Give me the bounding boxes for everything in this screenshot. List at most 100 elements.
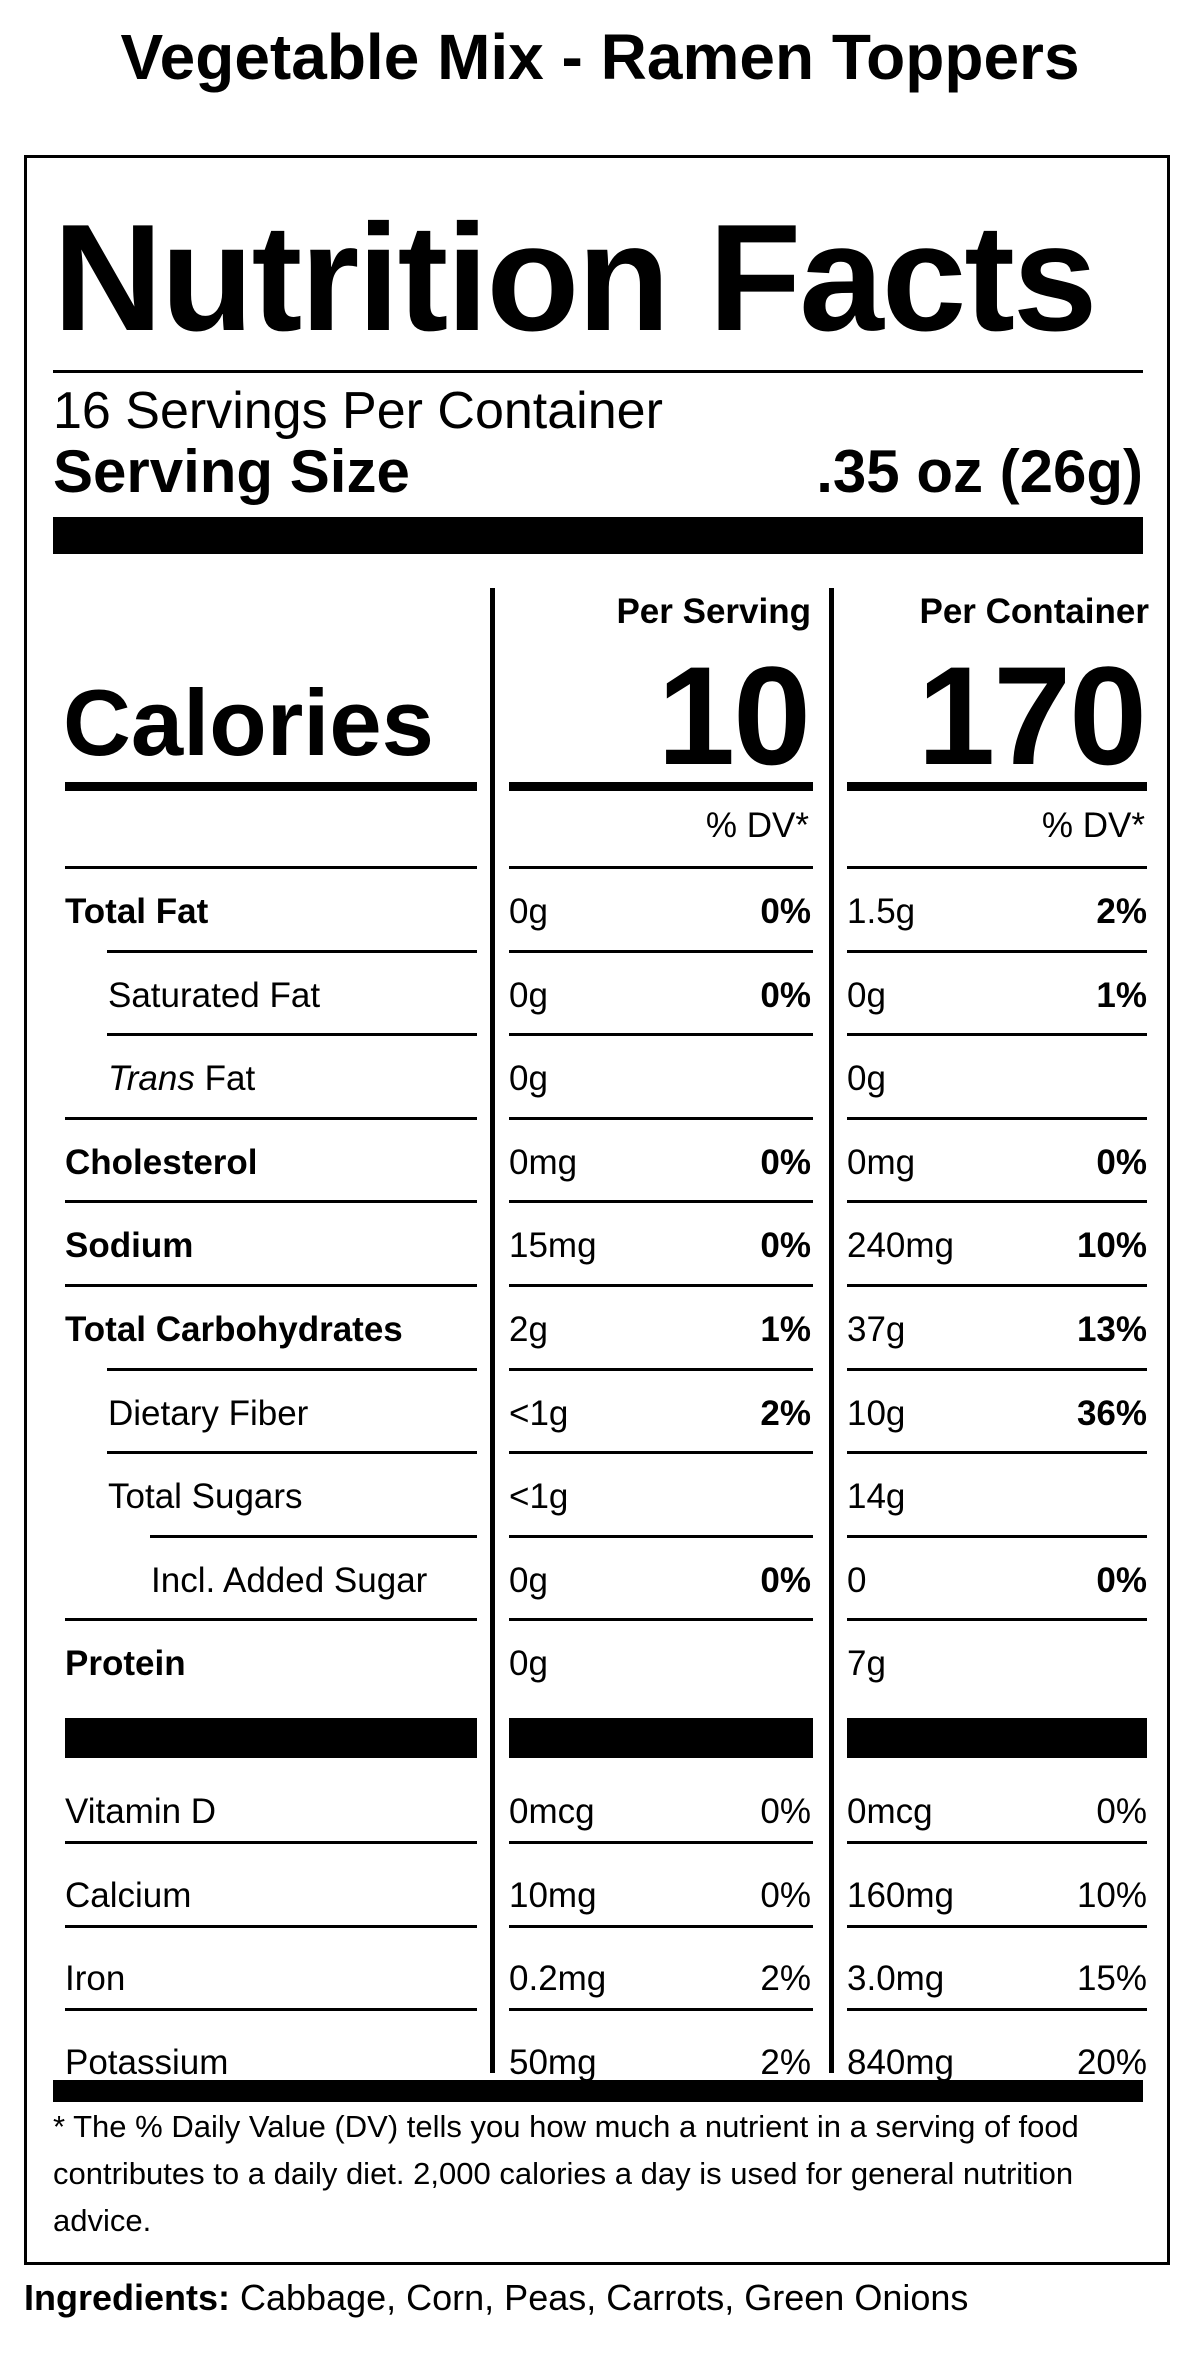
nutrient-name-text: Calcium <box>65 1876 192 1915</box>
daily-value-footnote: * The % Daily Value (DV) tells you how m… <box>53 2109 1079 2238</box>
nutrient-name: Incl. Added Sugar <box>151 1559 427 1603</box>
container-amount: 37g <box>847 1310 906 1349</box>
calories-per-serving: 10 <box>657 637 811 794</box>
row-divider <box>65 866 477 869</box>
nutrient-name: Vitamin D <box>65 1790 216 1834</box>
container-amount: 3.0mg <box>847 1959 945 1998</box>
nutrient-name-text: Dietary Fiber <box>108 1394 309 1433</box>
serving-dv: 2% <box>760 2043 811 2082</box>
row-divider <box>509 1033 813 1036</box>
serving-amount: 0g <box>509 1561 548 1600</box>
row-divider <box>509 1284 813 1287</box>
divider <box>65 1718 477 1758</box>
serving-dv: 2% <box>760 1959 811 1998</box>
nutrient-name: Saturated Fat <box>108 974 320 1018</box>
container-dv: 0% <box>1096 1792 1147 1831</box>
row-divider <box>509 1368 813 1371</box>
serving-size-label: Serving Size <box>53 438 410 505</box>
row-divider <box>847 2008 1147 2011</box>
row-divider <box>150 1535 477 1538</box>
thick-divider <box>53 517 1143 554</box>
container-dv: 20% <box>1076 2043 1147 2082</box>
serving-amount: 0g <box>509 892 548 931</box>
container-amount: 240mg <box>847 1226 955 1265</box>
row-divider <box>509 1925 813 1928</box>
serving-amount: 0g <box>509 976 548 1015</box>
container-dv: 2% <box>1096 892 1147 931</box>
container-amount: 0 <box>847 1561 867 1600</box>
serving-size-row: Serving Size .35 oz (26g) <box>53 438 1143 506</box>
serving-amount: 2g <box>509 1310 548 1349</box>
nutrient-name: Sodium <box>65 1224 193 1268</box>
row-divider <box>847 1841 1147 1844</box>
row-divider <box>847 1368 1147 1371</box>
nutrient-name: Total Fat <box>65 890 208 934</box>
row-divider <box>509 1200 813 1203</box>
ingredients-list: Cabbage, Corn, Peas, Carrots, Green Onio… <box>230 2277 969 2318</box>
column-divider <box>829 588 834 2073</box>
serving-amount: 15mg <box>509 1226 597 1265</box>
divider <box>509 782 813 791</box>
container-amount: 840mg <box>847 2043 955 2082</box>
nutrient-name: Trans Fat <box>108 1057 255 1101</box>
serving-amount: 0mcg <box>509 1792 595 1831</box>
row-divider <box>509 1841 813 1844</box>
row-divider <box>847 1618 1147 1621</box>
nutrient-name-text: Iron <box>65 1959 126 1998</box>
per-serving-dv-header: % DV* <box>705 806 809 845</box>
row-divider <box>65 1117 477 1120</box>
nutrient-name-text: Total Fat <box>65 892 209 931</box>
divider <box>847 1718 1147 1758</box>
row-divider <box>509 1535 813 1538</box>
row-divider <box>847 1284 1147 1287</box>
row-divider <box>65 2008 477 2011</box>
nutrient-name: Cholesterol <box>65 1141 258 1185</box>
row-divider <box>65 1925 477 1928</box>
row-divider <box>509 1618 813 1621</box>
container-amount: 1.5g <box>847 892 916 931</box>
row-divider <box>847 1200 1147 1203</box>
serving-amount: 50mg <box>509 2043 597 2082</box>
nutrient-name-text: Vitamin D <box>65 1792 217 1831</box>
nutrition-facts-heading: Nutrition Facts <box>53 193 1097 363</box>
serving-amount: 0g <box>509 1059 548 1098</box>
container-dv: 0% <box>1096 1143 1147 1182</box>
row-divider <box>107 1451 477 1454</box>
ingredients: Ingredients: Cabbage, Corn, Peas, Carrot… <box>24 2274 968 2322</box>
row-divider <box>107 950 477 953</box>
serving-amount: 0g <box>509 1644 548 1683</box>
serving-dv: 1% <box>760 1310 811 1349</box>
servings-per-container: 16 Servings Per Container <box>53 382 663 440</box>
container-dv: 15% <box>1076 1959 1147 1998</box>
row-divider <box>509 1451 813 1454</box>
thick-divider <box>53 2080 1143 2102</box>
nutrient-name-text: Incl. Added Sugar <box>151 1561 428 1600</box>
nutrient-name: Total Carbohydrates <box>65 1308 403 1352</box>
container-dv: 1% <box>1096 976 1147 1015</box>
serving-amount: <1g <box>509 1477 569 1516</box>
container-amount: 7g <box>847 1644 886 1683</box>
divider <box>53 370 1143 373</box>
serving-dv: 0% <box>760 1561 811 1600</box>
serving-dv: 0% <box>760 1792 811 1831</box>
serving-size-value: .35 oz (26g) <box>816 438 1143 505</box>
divider <box>65 782 477 791</box>
nutrient-name: Protein <box>65 1642 186 1686</box>
row-divider <box>65 1618 477 1621</box>
container-dv: 13% <box>1076 1310 1147 1349</box>
nutrient-name-text: Cholesterol <box>65 1143 258 1182</box>
row-divider <box>847 1033 1147 1036</box>
container-dv: 36% <box>1076 1394 1147 1433</box>
nutrient-name-text: Sodium <box>65 1226 194 1265</box>
container-amount: 0g <box>847 1059 886 1098</box>
product-title: Vegetable Mix - Ramen Toppers <box>120 21 1080 93</box>
nutrition-label: Nutrition Facts 16 Servings Per Containe… <box>24 155 1170 2265</box>
nutrient-name: Iron <box>65 1957 125 2001</box>
row-divider <box>847 1925 1147 1928</box>
row-divider <box>509 2008 813 2011</box>
serving-amount: 0.2mg <box>509 1959 607 1998</box>
serving-amount: <1g <box>509 1394 569 1433</box>
row-divider <box>847 866 1147 869</box>
nutrient-name: Total Sugars <box>108 1475 303 1519</box>
divider <box>509 1718 813 1758</box>
